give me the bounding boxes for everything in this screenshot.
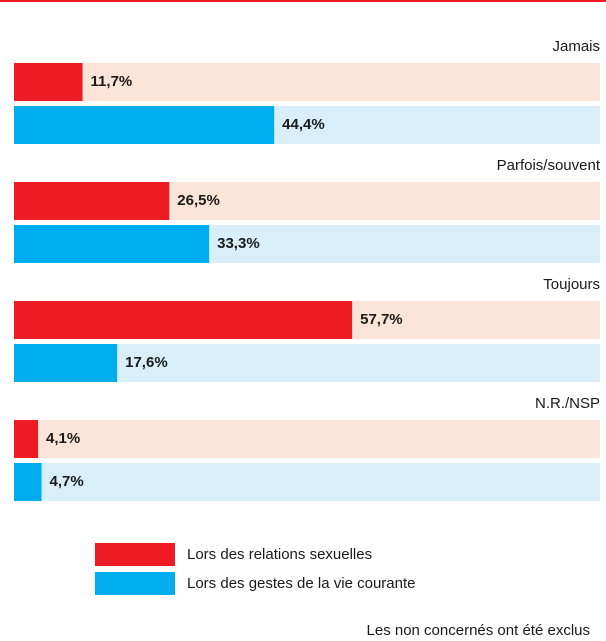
bar xyxy=(14,344,118,382)
legend-swatch xyxy=(95,572,175,595)
value-label: 4,7% xyxy=(50,473,84,490)
value-label: 57,7% xyxy=(360,311,403,328)
category-label: Parfois/souvent xyxy=(497,157,601,174)
note: Les non concernés ont été exclus xyxy=(367,622,590,639)
value-label: 26,5% xyxy=(177,192,220,209)
legend-swatch xyxy=(95,543,175,566)
category-label: Jamais xyxy=(552,38,600,55)
value-label: 4,1% xyxy=(46,430,80,447)
bar xyxy=(14,63,83,101)
value-label: 17,6% xyxy=(125,354,168,371)
bar-track xyxy=(14,63,600,101)
bar xyxy=(14,463,42,501)
legend-label: Lors des gestes de la vie courante xyxy=(187,575,415,592)
value-label: 33,3% xyxy=(217,235,260,252)
bar xyxy=(14,182,170,220)
bar-track xyxy=(14,463,600,501)
bar xyxy=(14,225,210,263)
value-label: 44,4% xyxy=(282,116,325,133)
category-label: N.R./NSP xyxy=(535,395,600,412)
category-label: Toujours xyxy=(543,276,600,293)
bar xyxy=(14,301,353,339)
bar xyxy=(14,420,39,458)
value-label: 11,7% xyxy=(91,73,133,90)
top-rule xyxy=(0,0,606,2)
bar-track xyxy=(14,420,600,458)
bar xyxy=(14,106,275,144)
legend-label: Lors des relations sexuelles xyxy=(187,546,372,563)
